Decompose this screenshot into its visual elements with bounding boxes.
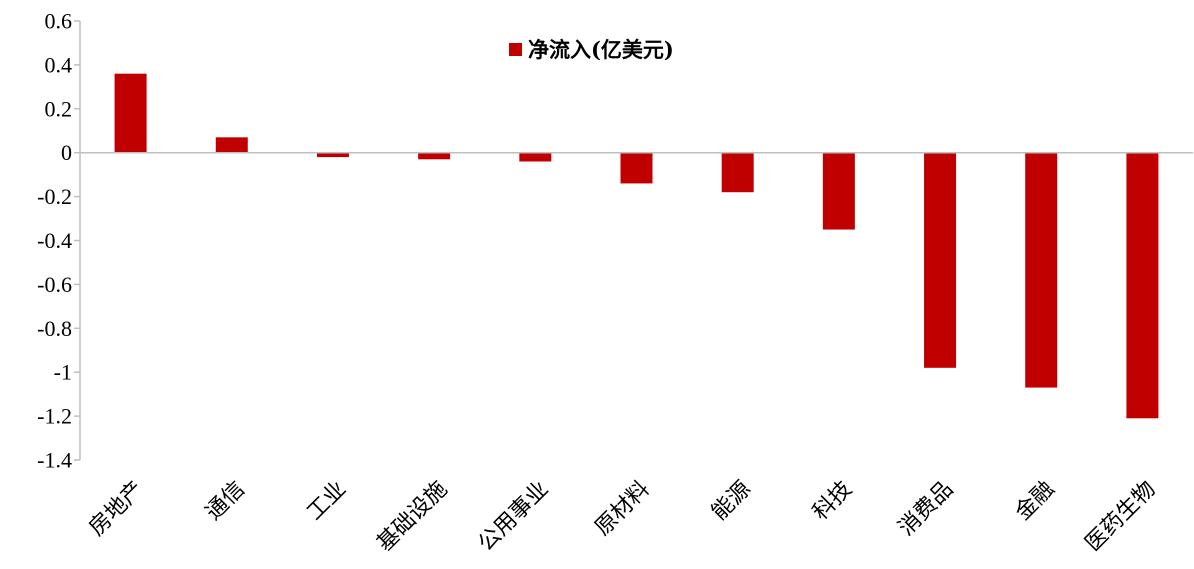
bar xyxy=(721,152,754,193)
bar xyxy=(924,152,957,368)
x-tick-label: 公用事业 xyxy=(474,477,554,557)
bar xyxy=(418,152,451,160)
y-tick-label: -0.8 xyxy=(37,316,72,341)
bar xyxy=(215,137,248,153)
x-tick-label: 消费品 xyxy=(894,477,958,541)
x-tick-label: 金融 xyxy=(1011,477,1060,526)
y-tick-label: -1 xyxy=(54,360,72,385)
x-tick-label: 科技 xyxy=(808,477,857,526)
legend-label: 净流入(亿美元) xyxy=(528,37,674,62)
y-tick-label: 0 xyxy=(61,140,72,165)
y-tick-label: -1.4 xyxy=(37,448,72,473)
y-tick-label: 0.6 xyxy=(45,9,73,34)
y-tick-label: 0.4 xyxy=(45,52,73,77)
bar xyxy=(519,152,552,162)
bar xyxy=(316,152,349,158)
x-tick-label: 基础设施 xyxy=(372,477,452,557)
y-tick-label: 0.2 xyxy=(45,96,73,121)
legend-swatch xyxy=(509,43,522,56)
y-tick-label: -0.2 xyxy=(37,184,72,209)
x-tick-label: 原材料 xyxy=(590,477,654,541)
x-tick-label: 房地产 xyxy=(84,477,148,541)
x-tick-label: 通信 xyxy=(201,477,250,526)
y-tick-label: -1.2 xyxy=(37,404,72,429)
bars xyxy=(114,73,1159,419)
bar xyxy=(1126,152,1159,419)
bar xyxy=(822,152,855,230)
x-tick-label: 医药生物 xyxy=(1081,477,1161,557)
legend: 净流入(亿美元) xyxy=(509,37,674,62)
x-tick-label: 能源 xyxy=(707,477,756,526)
y-axis: 0.6 0.4 0.2 0 -0.2 -0.4 -0.6 -0.8 -1 -1.2 -1.4 xyxy=(37,9,81,473)
bar xyxy=(620,152,653,184)
bar xyxy=(114,73,147,153)
y-tick-label: -0.4 xyxy=(37,228,72,253)
bar xyxy=(1025,152,1058,388)
x-tick-label: 工业 xyxy=(302,477,351,526)
y-tick-label: -0.6 xyxy=(37,272,72,297)
